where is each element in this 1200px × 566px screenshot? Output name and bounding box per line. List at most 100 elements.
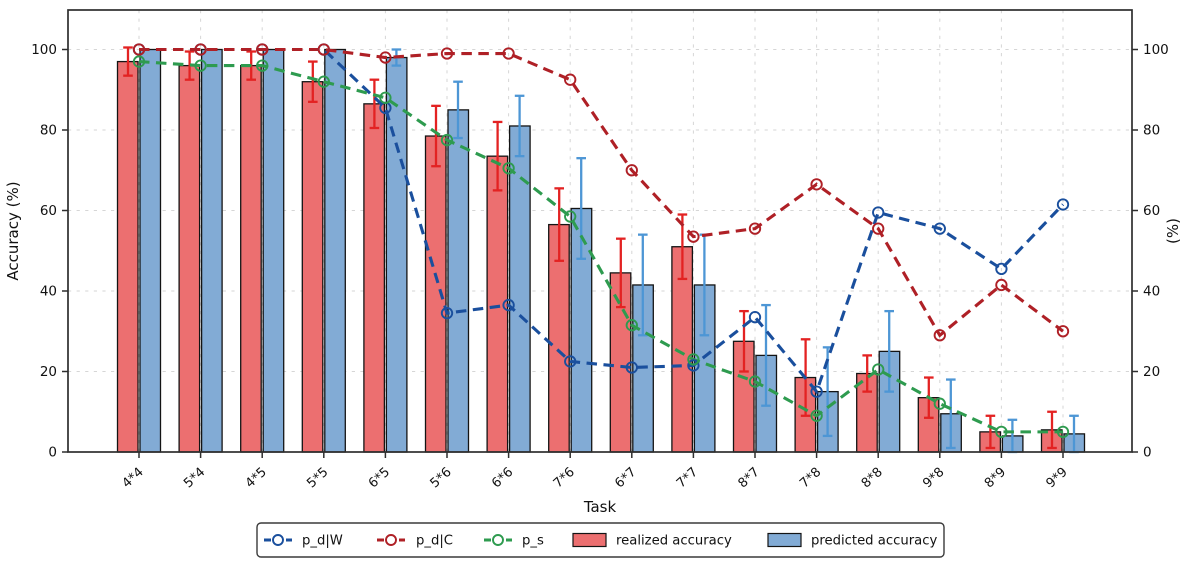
marker-p-s-6-6 <box>502 162 515 175</box>
plot-spines <box>67 9 1133 453</box>
legend-marker-p-d-w <box>272 534 284 546</box>
bar-realized-accuracy-6-5 <box>363 103 386 453</box>
bar-realized-accuracy-6-6 <box>486 155 509 453</box>
marker-p-s-8-8 <box>872 363 885 376</box>
errorbar-predicted-accuracy-8-7 <box>761 303 771 407</box>
bar-realized-accuracy-5-4 <box>178 64 201 453</box>
marker-p-d-c-9-9 <box>1056 325 1070 338</box>
bar-predicted-accuracy-4-4 <box>139 48 162 453</box>
right-y-tick-label-20: 20 <box>1143 364 1160 380</box>
errorbar-realized-accuracy-6-5 <box>369 78 380 130</box>
bar-predicted-accuracy-5-6 <box>447 109 470 453</box>
bar-realized-accuracy-5-5 <box>301 81 324 453</box>
legend-label-p-d-c: p_d|C <box>416 534 453 549</box>
errorbar-predicted-accuracy-5-6 <box>453 80 463 140</box>
marker-p-d-w-9-8 <box>933 222 946 235</box>
left-y-tick-label-100: 100 <box>31 42 57 58</box>
marker-p-d-c-4-4 <box>132 43 146 56</box>
errorbar-realized-accuracy-5-4 <box>184 50 195 81</box>
marker-p-d-c-8-8 <box>872 222 885 235</box>
bar-predicted-accuracy-6-6 <box>508 125 531 453</box>
y-axis-label-left: Accuracy (%) <box>4 181 22 280</box>
marker-p-d-c-5-5 <box>317 43 330 56</box>
marker-p-s-6-5 <box>379 91 392 104</box>
marker-p-s-5-6 <box>440 133 454 147</box>
errorbar-realized-accuracy-7-6 <box>554 187 564 262</box>
right-y-tick-label-40: 40 <box>1143 284 1160 300</box>
errorbar-realized-accuracy-9-9 <box>1047 410 1057 450</box>
errorbar-realized-accuracy-5-5 <box>308 60 318 103</box>
marker-p-s-7-7 <box>687 353 700 366</box>
marker-p-d-c-8-9 <box>995 278 1008 292</box>
marker-p-d-c-6-6 <box>502 47 515 60</box>
legend-patch-realized-accuracy <box>572 532 607 548</box>
marker-p-d-w-5-6 <box>440 306 454 320</box>
marker-p-d-w-8-8 <box>872 206 885 219</box>
marker-p-s-6-7 <box>625 319 638 332</box>
errorbar-predicted-accuracy-8-8 <box>884 309 894 393</box>
marker-p-d-c-6-7 <box>625 164 638 177</box>
marker-p-d-w-7-6 <box>564 355 577 368</box>
errorbar-realized-accuracy-8-8 <box>862 354 872 393</box>
errorbar-realized-accuracy-6-6 <box>492 120 503 192</box>
x-axis-label: Task <box>583 498 617 516</box>
marker-p-s-9-8 <box>933 397 946 410</box>
right-y-tick-label-60: 60 <box>1143 203 1160 219</box>
right-y-tick-label-100: 100 <box>1143 42 1169 58</box>
bar-predicted-accuracy-4-5 <box>262 48 285 453</box>
bar-predicted-accuracy-5-5 <box>324 48 346 453</box>
left-y-tick-label-60: 60 <box>40 203 57 219</box>
legend-marker-p-s <box>492 534 504 546</box>
errorbar-predicted-accuracy-6-7 <box>638 233 648 337</box>
marker-p-d-w-6-7 <box>625 361 638 374</box>
left-y-tick-label-0: 0 <box>48 445 57 461</box>
marker-p-d-w-8-9 <box>995 262 1008 276</box>
legend-marker-p-d-c <box>385 534 397 546</box>
errorbar-realized-accuracy-5-6 <box>431 104 441 168</box>
marker-p-s-4-5 <box>256 59 269 72</box>
errorbar-realized-accuracy-8-7 <box>739 309 749 373</box>
marker-p-d-c-5-6 <box>440 47 454 60</box>
errorbar-predicted-accuracy-9-8 <box>946 378 956 450</box>
marker-p-s-8-9 <box>995 425 1008 439</box>
marker-p-d-w-8-7 <box>748 311 762 324</box>
marker-p-d-w-7-8 <box>810 385 823 398</box>
errorbar-realized-accuracy-4-4 <box>123 46 133 77</box>
errorbar-predicted-accuracy-7-6 <box>576 157 586 260</box>
marker-p-d-c-5-4 <box>194 43 207 56</box>
series-line-p-s <box>138 60 1063 434</box>
errorbar-realized-accuracy-8-9 <box>985 414 996 450</box>
right-y-tick-label-80: 80 <box>1143 123 1160 139</box>
right-y-tick-label-0: 0 <box>1143 445 1152 461</box>
marker-p-s-7-8 <box>810 409 823 422</box>
legend-label-predicted-accuracy: predicted accuracy <box>811 534 937 549</box>
marker-p-d-w-7-7 <box>687 359 700 372</box>
marker-p-s-5-5 <box>317 75 330 88</box>
bar-realized-accuracy-5-6 <box>424 135 447 453</box>
left-y-tick-label-20: 20 <box>40 364 57 380</box>
marker-p-d-c-7-8 <box>810 178 823 191</box>
left-y-tick-label-80: 80 <box>40 123 57 139</box>
left-y-tick-label-40: 40 <box>40 284 57 300</box>
marker-p-d-w-9-9 <box>1056 198 1070 211</box>
marker-p-s-4-4 <box>132 55 146 68</box>
marker-p-d-w-6-6 <box>502 298 515 312</box>
marker-p-d-c-4-5 <box>256 43 269 56</box>
errorbar-predicted-accuracy-6-6 <box>514 94 525 158</box>
marker-p-d-c-7-7 <box>687 230 700 243</box>
marker-p-d-c-7-6 <box>564 73 577 86</box>
y-axis-label-right: (%) <box>1164 218 1182 244</box>
marker-p-s-7-6 <box>564 210 577 223</box>
series-line-p-d-c <box>139 47 1064 338</box>
legend-patch-predicted-accuracy <box>767 532 802 548</box>
marker-p-d-c-9-8 <box>933 329 946 342</box>
legend-label-realized-accuracy: realized accuracy <box>616 534 732 549</box>
bar-realized-accuracy-4-5 <box>240 64 262 453</box>
legend-label-p-d-w: p_d|W <box>302 534 343 549</box>
errorbar-realized-accuracy-6-7 <box>616 237 626 309</box>
legend-label-p-s: p_s <box>522 534 544 549</box>
marker-p-d-c-6-5 <box>379 51 392 64</box>
marker-p-s-9-9 <box>1056 425 1070 439</box>
